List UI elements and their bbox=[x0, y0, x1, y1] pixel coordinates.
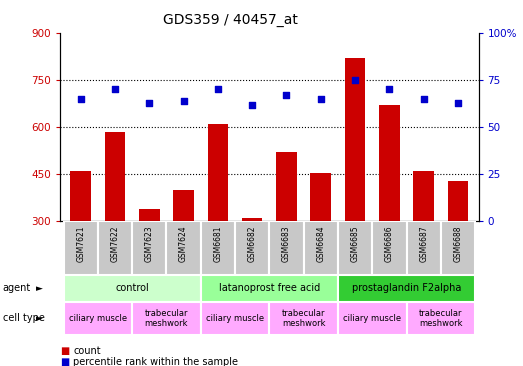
Text: cell type: cell type bbox=[3, 313, 44, 324]
Bar bbox=[379, 105, 400, 221]
Point bbox=[145, 100, 153, 106]
Text: GSM6682: GSM6682 bbox=[248, 226, 257, 262]
Text: GSM7624: GSM7624 bbox=[179, 226, 188, 262]
Bar bbox=[201, 221, 235, 274]
Text: GSM6687: GSM6687 bbox=[419, 226, 428, 262]
Point bbox=[316, 96, 325, 102]
Text: ciliary muscle: ciliary muscle bbox=[69, 314, 127, 323]
Text: GSM6683: GSM6683 bbox=[282, 226, 291, 262]
Bar bbox=[98, 221, 132, 274]
Bar bbox=[64, 274, 201, 302]
Point bbox=[351, 77, 359, 83]
Point bbox=[214, 87, 222, 93]
Point bbox=[385, 87, 394, 93]
Text: trabecular
meshwork: trabecular meshwork bbox=[282, 309, 325, 328]
Point bbox=[76, 96, 85, 102]
Bar bbox=[345, 58, 366, 221]
Bar bbox=[338, 302, 406, 335]
Text: ■: ■ bbox=[60, 346, 70, 356]
Bar bbox=[201, 302, 269, 335]
Text: ►: ► bbox=[36, 314, 43, 323]
Bar bbox=[139, 209, 160, 221]
Text: ►: ► bbox=[36, 284, 43, 293]
Bar bbox=[201, 274, 338, 302]
Bar bbox=[269, 221, 304, 274]
Text: ■: ■ bbox=[60, 357, 70, 366]
Bar bbox=[64, 221, 98, 274]
Bar bbox=[448, 180, 468, 221]
Bar bbox=[269, 302, 338, 335]
Bar bbox=[338, 274, 475, 302]
Text: GSM6684: GSM6684 bbox=[316, 226, 325, 262]
Text: count: count bbox=[73, 346, 101, 356]
Bar bbox=[242, 218, 263, 221]
Text: GSM7621: GSM7621 bbox=[76, 226, 85, 262]
Bar bbox=[71, 171, 91, 221]
Bar bbox=[276, 152, 297, 221]
Bar bbox=[338, 221, 372, 274]
Text: percentile rank within the sample: percentile rank within the sample bbox=[73, 357, 238, 366]
Text: GSM6681: GSM6681 bbox=[213, 226, 222, 262]
Bar bbox=[406, 221, 441, 274]
Text: agent: agent bbox=[3, 283, 31, 293]
Text: GSM6685: GSM6685 bbox=[350, 226, 360, 262]
Bar bbox=[132, 221, 166, 274]
Bar bbox=[105, 132, 126, 221]
Text: prostaglandin F2alpha: prostaglandin F2alpha bbox=[352, 283, 461, 293]
Text: GSM6688: GSM6688 bbox=[453, 226, 462, 262]
Bar bbox=[132, 302, 201, 335]
Bar bbox=[311, 173, 331, 221]
Point bbox=[454, 100, 462, 106]
Text: ciliary muscle: ciliary muscle bbox=[206, 314, 264, 323]
Text: GSM7622: GSM7622 bbox=[110, 226, 120, 262]
Text: control: control bbox=[115, 283, 149, 293]
Bar bbox=[173, 190, 194, 221]
Text: GDS359 / 40457_at: GDS359 / 40457_at bbox=[163, 13, 298, 27]
Bar bbox=[441, 221, 475, 274]
Bar bbox=[208, 124, 228, 221]
Text: trabecular
meshwork: trabecular meshwork bbox=[145, 309, 188, 328]
Bar bbox=[64, 302, 132, 335]
Text: latanoprost free acid: latanoprost free acid bbox=[219, 283, 320, 293]
Point bbox=[248, 102, 256, 108]
Bar bbox=[235, 221, 269, 274]
Point bbox=[282, 92, 291, 98]
Bar bbox=[304, 221, 338, 274]
Text: GSM7623: GSM7623 bbox=[145, 226, 154, 262]
Bar bbox=[166, 221, 201, 274]
Point bbox=[419, 96, 428, 102]
Point bbox=[111, 87, 119, 93]
Text: ciliary muscle: ciliary muscle bbox=[343, 314, 401, 323]
Text: trabecular
meshwork: trabecular meshwork bbox=[419, 309, 462, 328]
Point bbox=[179, 98, 188, 104]
Text: GSM6686: GSM6686 bbox=[385, 226, 394, 262]
Bar bbox=[413, 171, 434, 221]
Bar bbox=[406, 302, 475, 335]
Bar bbox=[372, 221, 406, 274]
